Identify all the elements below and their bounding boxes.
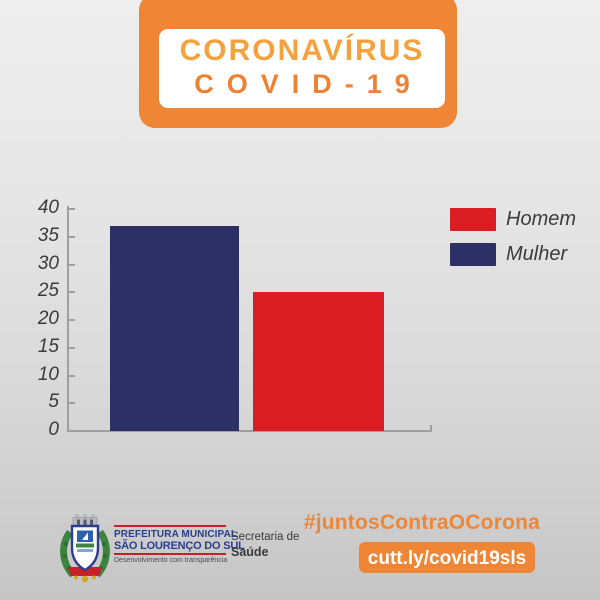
title-badge: CORONAVÍRUS COVID-19 — [139, 0, 457, 128]
x-axis-end-tick — [430, 425, 432, 431]
legend-swatch — [450, 243, 496, 266]
municipality-logo-text: PREFEITURA MUNICIPAL SÃO LOURENÇO DO SUL… — [114, 524, 245, 564]
y-tick-label: 35 — [37, 224, 59, 246]
title-badge-inner: CORONAVÍRUS COVID-19 — [159, 29, 445, 108]
title-line1-coronavirus: CORONAVÍRUS — [179, 34, 425, 67]
legend-label: Mulher — [506, 243, 568, 265]
y-tick — [67, 346, 75, 349]
municipality-tagline: Desenvolvimento com transparência — [114, 557, 228, 564]
city-crest-logo — [60, 514, 110, 583]
municipality-name-line2: SÃO LOURENÇO DO SUL — [114, 540, 245, 552]
y-tick-label: 5 — [48, 391, 59, 413]
municipality-name-line1: PREFEITURA MUNICIPAL — [114, 529, 238, 540]
x-axis-line — [67, 430, 432, 432]
y-tick-label: 40 — [37, 197, 59, 218]
legend-label: Homem — [506, 208, 577, 230]
legend-item-mulher: Mulher — [450, 243, 576, 266]
department-label: Secretaria de Saúde — [231, 531, 299, 559]
logo-rule-top — [114, 525, 226, 527]
y-tick — [67, 430, 75, 432]
y-tick — [67, 263, 75, 266]
logo-rule-bottom — [114, 553, 226, 555]
department-line2: Saúde — [231, 545, 269, 559]
legend-swatch — [450, 208, 496, 231]
legend-item-homem: Homem — [450, 208, 576, 231]
title-line2-covid19: COVID-19 — [194, 69, 423, 99]
bar-mulher — [110, 225, 239, 431]
y-tick-label: 20 — [37, 308, 59, 329]
short-link-button[interactable]: cutt.ly/covid19sls — [359, 542, 535, 573]
chart-legend: Homem Mulher — [450, 208, 576, 278]
y-tick-label: 30 — [37, 252, 59, 274]
y-tick — [67, 291, 75, 294]
y-tick-label: 10 — [37, 363, 59, 385]
department-line1: Secretaria de — [231, 531, 300, 543]
campaign-hashtag: #juntosContraOCorona — [303, 511, 540, 534]
y-tick-label: 25 — [37, 280, 59, 302]
y-tick-label: 0 — [48, 419, 59, 440]
y-tick — [67, 374, 75, 377]
y-tick-label: 15 — [37, 335, 59, 357]
y-tick — [67, 402, 75, 405]
y-tick — [67, 235, 75, 238]
y-tick — [67, 208, 75, 210]
bar-homem — [253, 292, 384, 431]
y-tick — [67, 319, 75, 321]
